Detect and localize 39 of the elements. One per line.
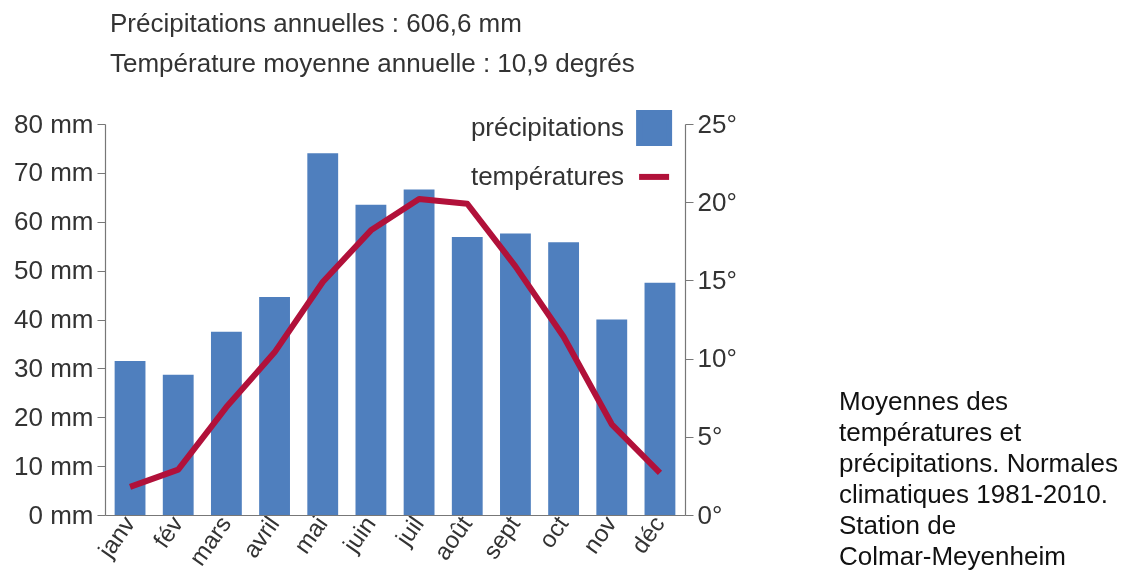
bar (162, 374, 194, 515)
y2-tick-label: 10° (697, 343, 737, 374)
y-tick-label: 0 mm (28, 499, 94, 530)
x-tick-label: juil (389, 510, 429, 552)
x-tick-label: mai (288, 510, 333, 559)
y-tick-label: 50 mm (14, 255, 94, 286)
y-tick-label: 80 mm (14, 108, 94, 139)
y2-tick-label: 5° (697, 421, 723, 452)
bar (500, 233, 531, 515)
chart-subtitle: Température moyenne annuelle : 10,9 degrés (110, 48, 635, 78)
bar (451, 236, 483, 515)
chart-title: Précipitations annuelles : 606,6 mm (110, 8, 522, 38)
bar (307, 153, 339, 515)
bar (548, 242, 580, 515)
y-tick-label: 20 mm (14, 401, 94, 432)
y2-tick-label: 15° (697, 264, 737, 295)
bar (596, 319, 628, 515)
bar (355, 204, 387, 515)
y-tick-label: 10 mm (14, 450, 94, 481)
x-tick-label: juin (336, 510, 381, 558)
x-tick-label: fév (147, 510, 189, 553)
bar (644, 282, 676, 515)
text: Moyennes des températures et précipitations. Normales climatiques 1981-2010. Station de Colmar-Meyenheim (839, 386, 1118, 571)
bar (259, 297, 290, 515)
legend-label: précipitations (470, 111, 625, 142)
bar (403, 189, 435, 515)
y2-tick-label: 20° (697, 186, 737, 217)
x-tick-label: déc (625, 510, 670, 559)
y-tick-label: 70 mm (14, 157, 94, 188)
y-tick-label: 40 mm (14, 304, 94, 334)
bar (114, 361, 146, 515)
y2-tick-label: 25° (697, 108, 737, 139)
bar (210, 331, 242, 515)
x-tick-label: nov (577, 510, 622, 559)
x-tick-label: oct (532, 510, 574, 553)
y2-tick-label: 0° (697, 499, 723, 530)
y-tick-label: 30 mm (14, 352, 94, 383)
y-tick-label: 60 mm (14, 206, 94, 237)
legend-label: températures (470, 160, 625, 191)
